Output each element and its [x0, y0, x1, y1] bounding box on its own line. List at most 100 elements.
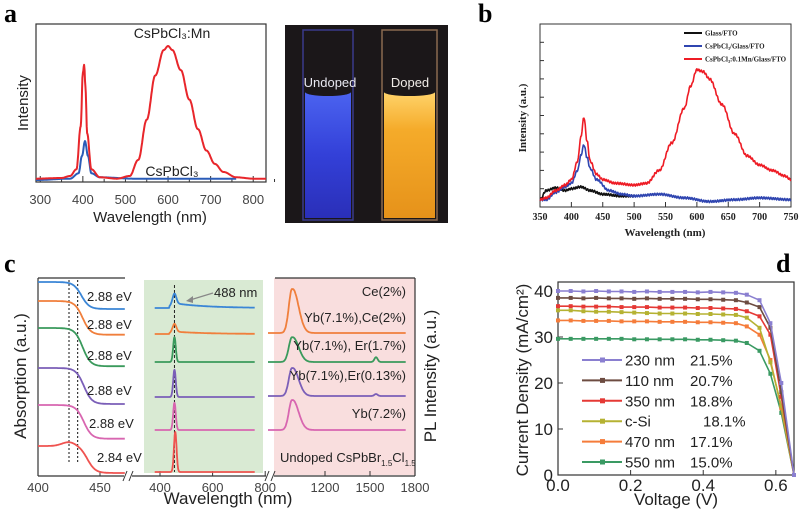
panel-d-x-axis-label: Voltage (V): [634, 490, 718, 509]
panel-d-legend-efficiency: 20.7%: [690, 373, 733, 390]
jv-data-marker: [768, 325, 773, 330]
absorption-trace: [37, 441, 126, 474]
jv-data-marker: [644, 305, 649, 310]
panel-label-b: b: [478, 0, 492, 28]
panel-c-x-tick-label: 1500: [356, 480, 385, 495]
panel-a-y-axis-label: Intensity: [15, 75, 32, 131]
panel-a-x-tick-label: 700: [200, 192, 222, 207]
panel-d-legend-marker: [600, 377, 605, 383]
panel-b-x-tick-label: 550: [658, 212, 673, 223]
visible-pl-trace: [154, 431, 256, 473]
jv-data-marker: [779, 381, 784, 385]
annotation-488nm: 488 nm: [214, 285, 257, 300]
panel-a-x-tick-label: 800: [242, 192, 264, 207]
panel-d-legend-name: 550 nm: [625, 455, 675, 472]
absorption-trace: [37, 367, 126, 405]
jv-data-marker: [568, 336, 573, 341]
panel-d-legend-marker: [600, 418, 605, 424]
jv-data-marker: [768, 371, 773, 376]
jv-data-marker: [632, 305, 637, 310]
panel-c-x-tick-label: 1800: [401, 480, 430, 495]
jv-data-marker: [568, 308, 573, 313]
panel-c-x-tick-label: 450: [89, 480, 111, 495]
jv-data-marker: [757, 298, 762, 303]
jv-data-marker: [744, 324, 749, 329]
jv-data-marker: [606, 318, 611, 323]
jv-data-marker: [757, 325, 762, 330]
undoped-label-sub2: 1.5: [405, 459, 417, 468]
jv-data-marker: [568, 304, 573, 309]
absorption-trace: [37, 281, 126, 310]
absorption-trace: [37, 300, 126, 336]
panel-b-x-axis-label: Wavelength (nm): [625, 227, 706, 239]
jv-data-marker: [594, 289, 599, 293]
jv-data-marker: [695, 306, 700, 311]
jv-data-marker: [581, 318, 586, 323]
band-gap-label: 2.88 eV: [87, 348, 132, 363]
axis-break-gap: [124, 470, 132, 482]
panel-c-x-tick-label: 800: [254, 480, 276, 495]
jv-data-marker: [708, 306, 713, 311]
jv-data-marker: [644, 289, 649, 294]
jv-data-marker: [768, 332, 773, 337]
jv-data-marker: [683, 311, 688, 316]
jv-data-marker: [768, 360, 773, 365]
panel-d-legend-name: c-Si: [625, 414, 651, 431]
axis-break-gap: [266, 470, 274, 482]
panel-c-x-tick-label: 1200: [311, 480, 340, 495]
jv-data-marker: [733, 321, 738, 326]
panel-b-x-tick-label: 650: [721, 212, 736, 223]
nir-pl-trace: [267, 288, 407, 334]
panel-c-x-axis-label: Wavelength (nm): [164, 489, 293, 508]
panel-b-chart: Wavelength (nm) Intensity (a.u.) 350 400 4…: [517, 23, 799, 239]
panel-label-a: a: [4, 0, 17, 28]
panel-c-x-tick-label: 400: [27, 480, 49, 495]
panel-a-series-line: [35, 45, 267, 180]
panel-d-x-tick-label: 0.0: [546, 476, 570, 495]
jv-data-marker: [556, 289, 560, 293]
jv-data-marker: [768, 321, 773, 326]
jv-data-marker: [721, 297, 726, 302]
band-gap-label: 2.88 eV: [87, 383, 132, 398]
panel-d-y-axis-label: Current Density (mA/cm²): [513, 284, 532, 477]
band-gap-label: 2.88 eV: [89, 416, 134, 431]
panel-d-x-tick-label: 0.2: [619, 476, 643, 495]
jv-data-marker: [744, 315, 749, 320]
jv-data-marker: [606, 309, 611, 314]
panel-c-chart: Wavelength (nm) Absorption (a.u.) PL Int…: [11, 277, 440, 508]
panel-d-legend-name: 350 nm: [625, 393, 675, 410]
nir-trace-label: Yb(7.1%),Ce(2%): [304, 310, 406, 325]
jv-data-marker: [744, 300, 749, 305]
axis-break-mark: [264, 470, 270, 482]
jv-data-marker: [632, 296, 637, 301]
jv-data-marker: [568, 289, 573, 293]
axis-break-mark: [128, 470, 134, 482]
jv-curve: [558, 297, 795, 476]
nir-trace-label: Yb(7.1%),Er(0.13%): [290, 368, 406, 383]
jv-curve: [558, 305, 795, 476]
panel-b-x-tick-label: 700: [752, 212, 767, 223]
annotation-488nm-arrow: [189, 292, 214, 301]
panel-c-left-y-label: Absorption (a.u.): [11, 313, 30, 439]
panel-b-x-tick-label: 400: [564, 212, 579, 223]
jv-data-marker: [721, 306, 726, 311]
jv-data-marker: [632, 310, 637, 315]
jv-curve: [558, 309, 795, 476]
jv-data-marker: [594, 295, 599, 300]
panel-a-x-tick-label: 600: [157, 192, 179, 207]
visible-pl-trace: [154, 401, 256, 431]
absorption-trace: [37, 404, 126, 440]
jv-data-marker: [695, 312, 700, 316]
panel-c-x-tick-label: 400: [149, 480, 171, 495]
nir-trace-label: Yb(7.2%): [352, 406, 406, 421]
panel-b-x-tick-label: 750: [784, 212, 799, 223]
panel-b-x-tick-label: 500: [627, 212, 642, 223]
nir-pl-trace: [267, 336, 407, 363]
band-gap-label: 2.84 eV: [97, 450, 142, 465]
jv-data-marker: [779, 410, 784, 415]
panel-a-x-tick-label: 500: [115, 192, 137, 207]
jv-data-marker: [581, 304, 586, 309]
jv-data-marker: [670, 319, 675, 324]
visible-pl-trace: [154, 336, 256, 363]
